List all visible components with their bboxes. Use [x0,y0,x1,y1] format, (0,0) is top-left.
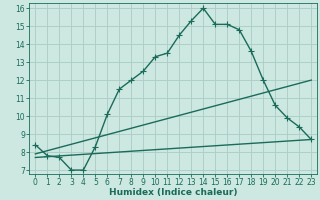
X-axis label: Humidex (Indice chaleur): Humidex (Indice chaleur) [109,188,237,197]
